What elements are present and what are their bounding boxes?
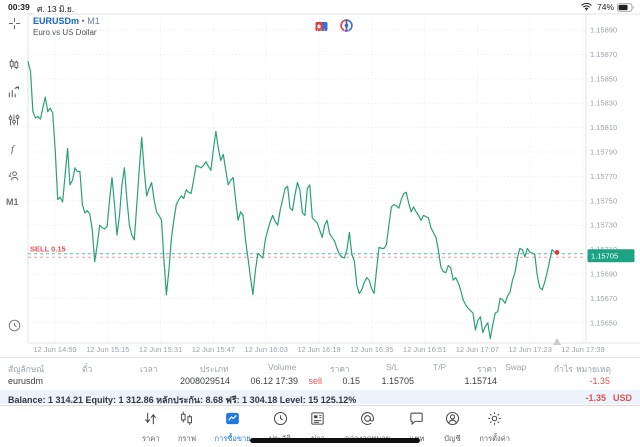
y-axis-label: 1.15850 [590, 74, 617, 83]
market-depth-icon[interactable] [340, 19, 353, 37]
nav-tab-settings[interactable]: การตั้งค่า [479, 410, 510, 445]
cell-symbol: eurusdm [8, 376, 44, 386]
x-axis-label: 12 Jun 16:19 [297, 345, 340, 354]
col-sl: S/L [386, 362, 399, 372]
col-profit: กำไร [554, 364, 573, 374]
col-symbol: สัญลักษณ์ [8, 364, 45, 374]
timeframe-label[interactable]: M1 [6, 197, 19, 207]
nav-tab-accounts[interactable]: บัญชี [444, 410, 461, 445]
symbol-name[interactable]: EURUSDm [33, 16, 80, 26]
sell-line-label: SELL 0.15 [30, 245, 66, 254]
account-summary-text: Balance: 1 314.21 Equity: 1 312.86 หลักป… [8, 395, 357, 405]
y-axis-label: 1.15730 [590, 221, 617, 230]
profit-currency: USD [612, 393, 632, 403]
news-doc-icon [309, 410, 326, 432]
mailbox-at-icon [359, 410, 376, 432]
current-price-tag [587, 249, 635, 263]
function-icon[interactable]: f [5, 139, 23, 157]
current-price-tag-label: 1.15705 [591, 252, 618, 261]
nav-label: บัญชี [444, 434, 461, 443]
chart-table-divider [0, 357, 640, 358]
y-axis-label: 1.15870 [590, 50, 617, 59]
trade-chart-icon [224, 410, 241, 432]
quotes-arrows-icon [142, 410, 159, 432]
cell-type: sell [308, 376, 322, 386]
cell-time: 06.12 17:39 [250, 376, 298, 386]
chat-bubble-icon [408, 410, 425, 432]
positions-table-header: สัญลักษณ์ ตั๋ว เวลา ประเภท Volume ราคา S… [0, 362, 640, 375]
col-swap: Swap [505, 362, 527, 372]
x-axis-label: 12 Jun 17:07 [456, 345, 499, 354]
x-axis-label: 12 Jun 16:51 [403, 345, 446, 354]
nav-label: กราฟ [177, 434, 197, 443]
chart-candles-icon [178, 410, 195, 432]
cell-price-current: 1.15714 [464, 376, 497, 386]
separator-dot: • [81, 16, 85, 26]
status-time: 00:39 [8, 2, 30, 12]
cell-profit: -1.35 [589, 376, 610, 386]
nav-tab-charts[interactable]: กราฟ [178, 410, 196, 445]
clock-icon[interactable] [5, 316, 23, 334]
y-axis-label: 1.15790 [590, 148, 617, 157]
y-axis-label: 1.15770 [590, 172, 617, 181]
chart-header[interactable]: EURUSDm • M1 Euro vs US Dollar [33, 17, 100, 37]
nav-label: การซื้อขาย [214, 434, 251, 443]
history-clock-icon [272, 410, 289, 432]
nav-label: การตั้งค่า [479, 434, 510, 443]
cell-ticket: 2008029514 [179, 376, 230, 386]
y-axis-label: 1.15890 [590, 26, 617, 35]
price-line-series [27, 61, 558, 340]
objects-sliders-icon[interactable] [5, 111, 23, 129]
cell-price-open: 1.15705 [381, 376, 414, 386]
battery-icon [617, 2, 635, 14]
settings-gear-icon [486, 410, 503, 432]
col-type: ประเภท [200, 364, 229, 374]
candlesticks-icon[interactable] [5, 55, 23, 73]
floating-profit: -1.35 [585, 393, 606, 403]
y-axis-label: 1.15650 [590, 318, 617, 327]
x-axis-label: 12 Jun 16:35 [350, 345, 393, 354]
col-price-open: ราคา [330, 364, 350, 374]
y-axis-label: 1.15670 [590, 294, 617, 303]
status-date: ศ. 13 มิ.ย. [37, 4, 75, 14]
status-bar: 00:39 ศ. 13 มิ.ย. 74% [0, 0, 640, 14]
account-person-icon [444, 410, 461, 432]
position-row[interactable]: eurusdm 2008029514 06.12 17:39 sell 0.15… [0, 376, 640, 389]
indicators-icon[interactable] [5, 83, 23, 101]
nav-label: ราคา [142, 434, 160, 443]
col-time: เวลา [140, 364, 158, 374]
y-axis-label: 1.15810 [590, 123, 617, 132]
x-axis-label: 12 Jun 15:31 [139, 345, 182, 354]
battery-percent: 74% [596, 2, 614, 12]
cell-volume: 0.15 [342, 376, 360, 386]
home-indicator[interactable] [250, 438, 420, 443]
col-volume: Volume [268, 362, 297, 372]
col-price-current: ราคา [477, 364, 497, 374]
crosshair-icon[interactable] [5, 14, 23, 32]
position-time-marker [553, 338, 561, 345]
symbol-description: Euro vs US Dollar [33, 28, 97, 37]
nav-tab-quotes[interactable]: ราคา [142, 410, 159, 445]
rotate-person-icon[interactable] [5, 167, 23, 185]
x-axis-label: 12 Jun 15:47 [192, 345, 235, 354]
y-axis-label: 1.15830 [590, 99, 617, 108]
x-axis-label: 12 Jun 16:03 [245, 345, 288, 354]
account-summary-bar: Balance: 1 314.21 Equity: 1 312.86 หลักป… [0, 390, 640, 405]
nav-tab-trade[interactable]: การซื้อขาย [215, 410, 251, 445]
last-price-dot [554, 250, 560, 255]
price-chart[interactable]: 1.15890 1.15870 1.15850 1.15830 1.15810 1.157… [0, 0, 640, 360]
svg-text:f: f [11, 144, 15, 155]
y-axis-label: 1.15690 [590, 270, 617, 279]
col-tp: T/P [433, 362, 447, 372]
x-axis-label: 12 Jun 17:23 [509, 345, 552, 354]
timeframe-badge[interactable]: M1 [87, 16, 100, 26]
col-comment: หมายเหตุ [576, 364, 611, 374]
x-axis-label: 12 Jun 15:15 [86, 345, 129, 354]
col-ticket: ตั๋ว [82, 364, 93, 374]
y-axis-label: 1.15750 [590, 196, 617, 205]
x-axis-label: 12 Jun 17:39 [561, 345, 604, 354]
x-axis-label: 12 Jun 14:59 [33, 345, 76, 354]
wifi-icon [581, 2, 592, 13]
